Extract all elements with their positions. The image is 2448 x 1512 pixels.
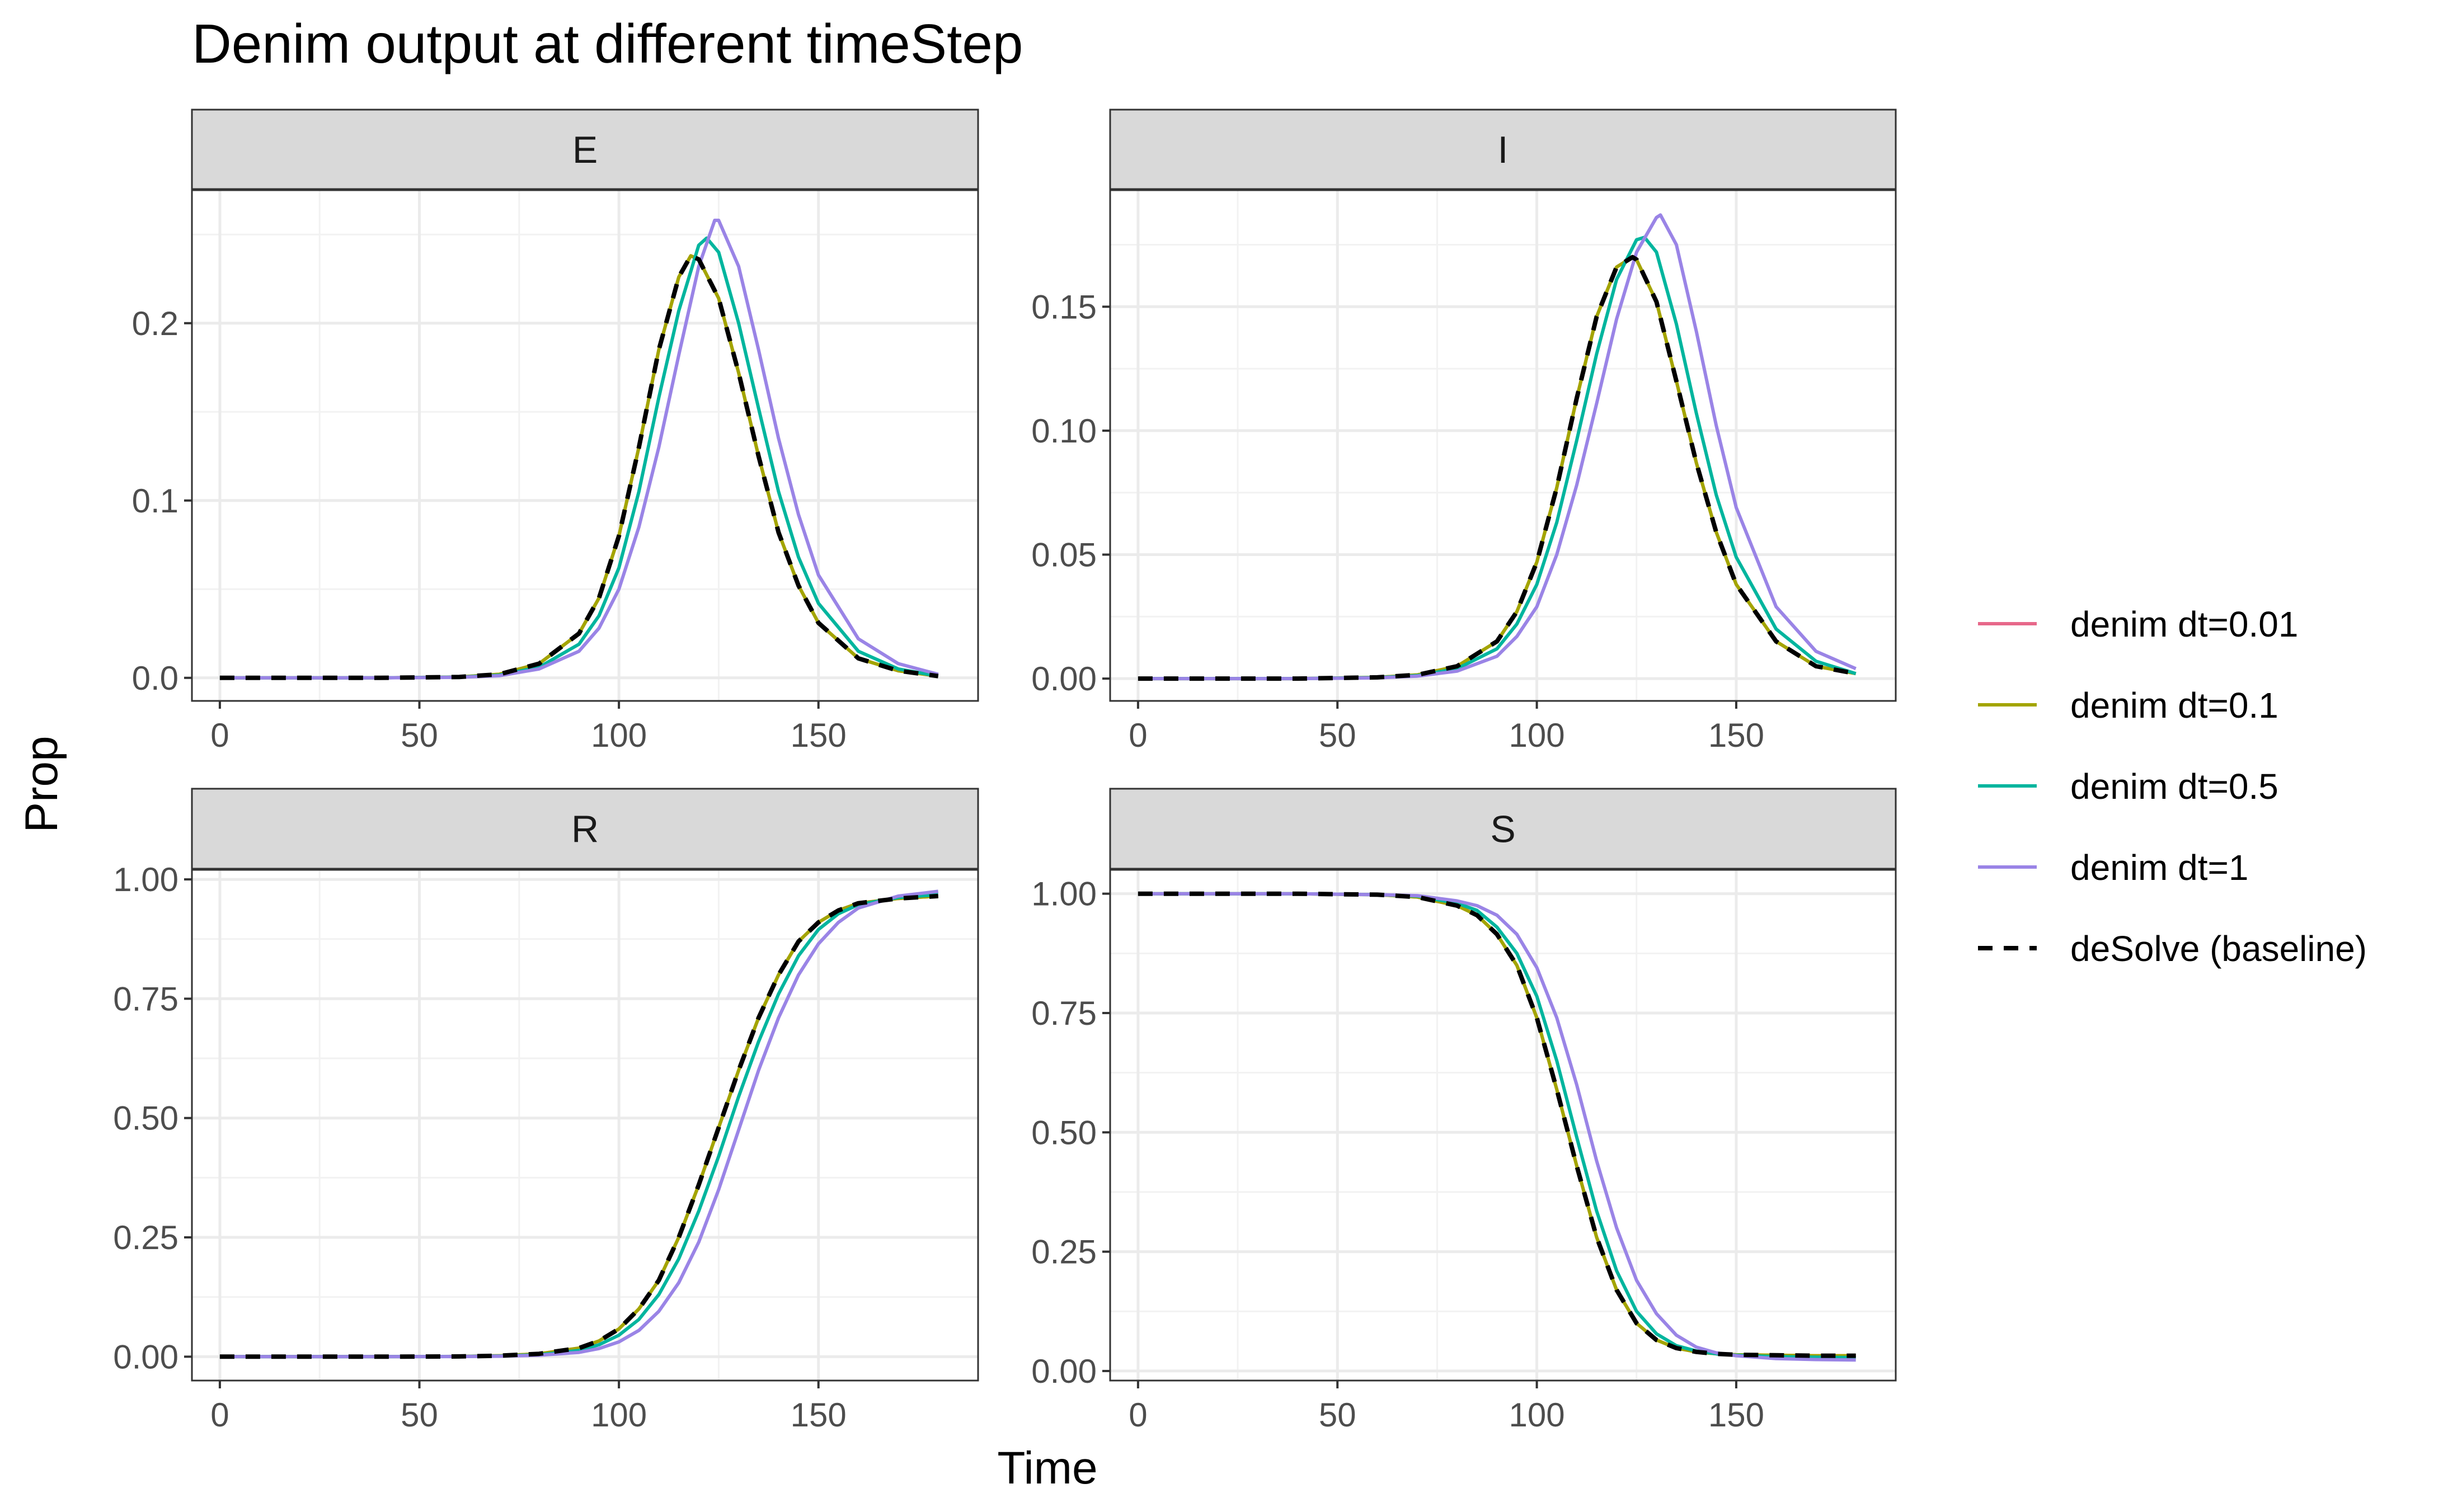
y-tick-label: 0.00 [1031,1353,1097,1390]
x-tick-label: 50 [401,717,438,754]
x-tick-label: 0 [210,1396,229,1434]
x-tick-label: 100 [1509,1396,1565,1434]
series-line-5 [1138,255,1857,681]
x-tick-label: 150 [791,717,847,754]
y-tick-label: 0.15 [1031,288,1097,326]
x-tick-label: 50 [401,1396,438,1434]
facet-strip-label: R [571,808,599,851]
legend-item: denim dt=1 [1978,847,2248,888]
panel-border [1109,869,1897,1382]
y-tick-label: 0.75 [1031,995,1097,1032]
facet-strip-label: E [572,129,598,171]
y-tick-label: 0.50 [113,1100,178,1137]
legend-label: denim dt=1 [2070,847,2248,888]
y-tick-label: 0.25 [1031,1233,1097,1271]
facet-strip [1109,109,1897,190]
y-tick-label: 0.0 [132,660,178,697]
x-tick-label: 0 [1129,1396,1147,1434]
x-tick-label: 150 [1708,1396,1764,1434]
panel-background [1110,870,1896,1381]
y-tick-label: 0.50 [1031,1114,1097,1151]
facet-panels: E 0.0 0.1 0.2 0 50 100 150 I 0.00 0.05 0.10 0.15 0 50 1… [113,109,1897,1434]
y-tick-label: 0.2 [132,305,178,342]
legend-item: denim dt=0.1 [1978,685,2278,726]
panel-I: I 0.00 0.05 0.10 0.15 0 50 100 150 [1031,109,1897,754]
facet-strip-label: I [1498,129,1509,171]
y-tick-label: 0.75 [113,980,178,1018]
x-tick-label: 0 [1129,717,1147,754]
x-tick-label: 100 [1509,717,1565,754]
panel-border [191,869,979,1382]
y-tick-label: 0.25 [113,1219,178,1256]
x-tick-label: 150 [791,1396,847,1434]
panel-border [191,189,979,702]
x-axis-title: Time [997,1443,1097,1494]
x-tick-label: 0 [210,717,229,754]
panel-E: E 0.0 0.1 0.2 0 50 100 150 [132,109,979,754]
series-line-5 [219,253,939,680]
legend-item: deSolve (baseline) [1978,929,2367,969]
x-tick-label: 50 [1319,1396,1356,1434]
facet-strip [191,788,979,870]
legend-item: denim dt=0.01 [1978,604,2298,644]
y-axis-title: Prop [16,736,67,832]
facet-strip [191,109,979,190]
chart-title: Denim output at different timeStep [192,13,1023,74]
y-tick-label: 0.00 [113,1338,178,1376]
series-line-4 [219,889,939,1359]
y-tick-label: 0.1 [132,482,178,520]
panel-S: S 0.00 0.25 0.50 0.75 1.00 0 50 100 150 [1031,788,1897,1434]
y-tick-label: 0.05 [1031,536,1097,574]
x-tick-label: 100 [591,1396,647,1434]
y-tick-label: 0.10 [1031,412,1097,450]
panel-background [1110,190,1896,701]
y-tick-label: 1.00 [1031,875,1097,913]
legend-label: denim dt=0.01 [2070,604,2298,644]
y-tick-label: 0.00 [1031,660,1097,698]
series-line-5 [219,893,938,1359]
y-tick-label: 1.00 [113,861,178,898]
legend-item: denim dt=0.5 [1978,766,2278,807]
panel-background [192,870,978,1381]
legend-label: denim dt=0.1 [2070,685,2278,726]
facet-strip-label: S [1490,808,1515,851]
facet-strip [1109,788,1897,870]
x-tick-label: 50 [1319,717,1356,754]
panel-border [1109,189,1897,702]
x-tick-label: 150 [1708,717,1764,754]
panel-background [192,190,978,701]
series-line-5 [1138,891,1856,1358]
legend-label: denim dt=0.5 [2070,766,2278,807]
panel-R: R 0.00 0.25 0.50 0.75 1.00 0 50 100 150 [113,788,979,1434]
x-tick-label: 100 [591,717,647,754]
legend: denim dt=0.01 denim dt=0.1 denim dt=0.5 den… [1978,604,2367,969]
legend-label: deSolve (baseline) [2070,929,2367,969]
